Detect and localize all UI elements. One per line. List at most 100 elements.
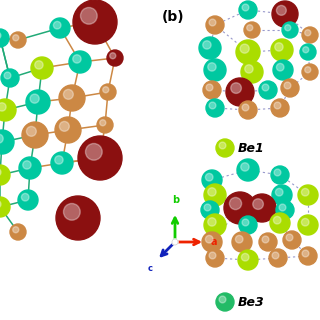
Circle shape: [272, 1, 298, 27]
Circle shape: [69, 51, 91, 73]
Circle shape: [199, 37, 221, 59]
Circle shape: [219, 142, 226, 149]
Circle shape: [53, 21, 61, 29]
Circle shape: [10, 224, 26, 240]
Circle shape: [19, 157, 41, 179]
Circle shape: [73, 0, 117, 44]
Circle shape: [63, 89, 73, 99]
Circle shape: [231, 83, 241, 93]
Circle shape: [209, 252, 216, 259]
Circle shape: [0, 168, 1, 176]
Circle shape: [203, 41, 211, 49]
Circle shape: [298, 215, 318, 235]
Circle shape: [202, 232, 222, 252]
Circle shape: [50, 18, 70, 38]
Circle shape: [81, 7, 97, 24]
Circle shape: [282, 22, 298, 38]
Circle shape: [262, 236, 269, 243]
Circle shape: [78, 136, 122, 180]
Circle shape: [275, 43, 283, 51]
Circle shape: [241, 253, 249, 261]
Circle shape: [302, 64, 318, 80]
Circle shape: [237, 159, 259, 181]
Circle shape: [100, 84, 116, 100]
Circle shape: [208, 63, 216, 71]
Circle shape: [59, 85, 85, 111]
Circle shape: [302, 27, 318, 43]
Circle shape: [209, 102, 216, 109]
Circle shape: [203, 81, 221, 99]
Text: a: a: [211, 237, 218, 247]
Circle shape: [299, 247, 317, 265]
Text: Be3: Be3: [238, 295, 265, 308]
Circle shape: [35, 61, 43, 69]
Circle shape: [279, 204, 286, 211]
Circle shape: [283, 231, 301, 249]
Circle shape: [55, 117, 81, 143]
Circle shape: [286, 234, 293, 241]
Text: Be1: Be1: [238, 141, 265, 155]
Circle shape: [30, 94, 39, 103]
Circle shape: [285, 25, 291, 31]
Circle shape: [208, 188, 216, 196]
Circle shape: [259, 81, 277, 99]
Circle shape: [240, 44, 249, 53]
Circle shape: [303, 47, 309, 53]
Circle shape: [305, 67, 311, 73]
Circle shape: [281, 79, 299, 97]
Circle shape: [0, 134, 3, 143]
Circle shape: [0, 32, 1, 39]
Circle shape: [216, 139, 234, 157]
Circle shape: [209, 19, 216, 26]
Circle shape: [0, 103, 6, 111]
Circle shape: [60, 121, 69, 131]
Circle shape: [271, 39, 293, 61]
Circle shape: [300, 44, 316, 60]
Circle shape: [13, 35, 19, 41]
Circle shape: [13, 227, 19, 233]
Circle shape: [202, 170, 222, 190]
Circle shape: [276, 5, 286, 15]
Circle shape: [244, 22, 260, 38]
Circle shape: [305, 30, 311, 36]
Circle shape: [241, 61, 263, 83]
Circle shape: [110, 53, 116, 59]
Circle shape: [238, 250, 258, 270]
Circle shape: [226, 78, 254, 106]
Circle shape: [4, 72, 11, 79]
Circle shape: [22, 122, 48, 148]
Circle shape: [276, 201, 294, 219]
Circle shape: [0, 200, 1, 208]
Circle shape: [248, 194, 276, 222]
Circle shape: [51, 152, 73, 174]
Circle shape: [204, 184, 226, 206]
Circle shape: [236, 40, 260, 64]
Circle shape: [172, 239, 178, 245]
Circle shape: [239, 216, 257, 234]
Circle shape: [55, 156, 63, 164]
Circle shape: [219, 296, 226, 303]
Circle shape: [242, 219, 249, 226]
Circle shape: [0, 130, 14, 154]
Circle shape: [253, 199, 263, 209]
Circle shape: [232, 232, 252, 252]
Circle shape: [21, 193, 29, 201]
Circle shape: [302, 250, 309, 257]
Circle shape: [0, 165, 10, 185]
Circle shape: [259, 233, 277, 251]
Circle shape: [206, 99, 224, 117]
Circle shape: [204, 214, 226, 236]
Circle shape: [272, 252, 279, 259]
Circle shape: [269, 249, 287, 267]
Text: b: b: [172, 195, 180, 205]
Circle shape: [201, 201, 219, 219]
Circle shape: [23, 161, 31, 169]
Circle shape: [107, 50, 123, 66]
Circle shape: [10, 32, 26, 48]
Circle shape: [0, 197, 10, 217]
Circle shape: [301, 188, 309, 196]
Text: (b): (b): [162, 10, 185, 24]
Circle shape: [242, 4, 249, 11]
Text: c: c: [148, 264, 153, 273]
Circle shape: [270, 213, 290, 233]
